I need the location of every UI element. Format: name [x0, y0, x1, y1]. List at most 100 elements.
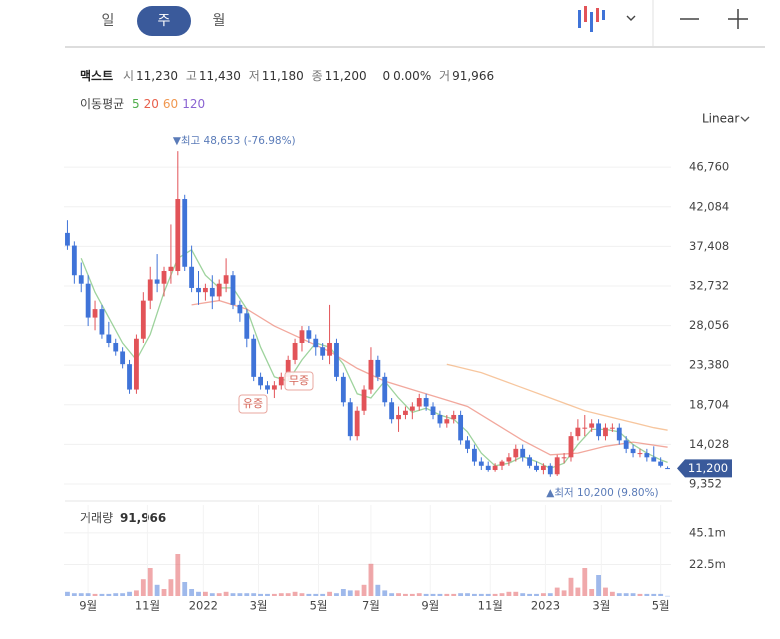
period-tab[interactable]: 일	[102, 13, 115, 29]
zoom-in-button[interactable]	[728, 9, 748, 29]
candle-body	[609, 427, 615, 429]
icon-bar	[590, 12, 593, 32]
stock-name: 맥스트	[80, 68, 113, 83]
ma-legend-title: 이동평균	[80, 97, 124, 111]
volume-bar	[140, 579, 146, 596]
candle-body	[458, 414, 464, 441]
candle-body	[168, 266, 174, 272]
candle-body	[251, 338, 257, 377]
quote-value: 11,430	[199, 69, 241, 83]
volume-bar	[168, 579, 174, 596]
volume-bar	[375, 584, 381, 596]
scale-chevron[interactable]	[740, 116, 750, 122]
volume-bar	[134, 590, 139, 596]
candle-body	[389, 402, 395, 420]
y-tick-label: 9,352	[689, 476, 722, 490]
candle-body	[568, 436, 574, 458]
volume-bar	[354, 590, 360, 596]
candle-body	[396, 414, 401, 420]
candle-body	[403, 410, 408, 415]
volume-bar	[506, 591, 512, 596]
volume-bar	[396, 593, 401, 596]
volume-bar	[540, 593, 546, 596]
event-badge	[238, 394, 268, 414]
candle-body	[127, 364, 132, 390]
candle-body	[513, 448, 519, 458]
candle-body	[106, 334, 112, 343]
volume-bar	[299, 593, 305, 596]
volume-bar	[292, 591, 298, 596]
y-tick-label: 42,084	[689, 199, 729, 213]
volume-bar	[568, 577, 574, 596]
volume-bar	[230, 593, 236, 596]
last-price-label: 11,200	[688, 461, 728, 475]
volume-bar	[458, 593, 464, 596]
candle-body	[361, 389, 367, 411]
candle-body	[409, 406, 415, 411]
volume-bar	[92, 593, 98, 596]
candle-body	[175, 199, 181, 272]
candle-body	[161, 271, 167, 284]
y-tick-label: 28,056	[689, 318, 729, 332]
candle-body	[285, 359, 291, 377]
volume-bar	[285, 593, 291, 596]
icon-bar	[596, 8, 599, 22]
icon-bar	[578, 10, 581, 28]
candle-body	[623, 440, 629, 449]
candle-body	[506, 457, 512, 462]
volume-bar	[403, 593, 408, 596]
volume-bar	[175, 554, 181, 596]
candle-body	[665, 468, 670, 470]
volume-bar	[189, 589, 195, 596]
candle-body	[299, 330, 305, 343]
volume-bar	[106, 593, 112, 596]
ma-line	[191, 299, 668, 456]
volume-bar	[616, 593, 622, 596]
candle-body	[327, 342, 332, 356]
volume-bar	[306, 593, 312, 596]
volume-bar	[78, 593, 84, 596]
candle-body	[492, 465, 498, 471]
candle-body	[527, 457, 533, 466]
candle-body	[189, 266, 195, 288]
dropdown-chevron[interactable]	[626, 15, 636, 21]
x-tick-label: 5월	[652, 599, 670, 613]
candle-body	[354, 410, 360, 437]
candle-body	[575, 427, 581, 437]
candle-body	[547, 465, 553, 475]
candle-body	[209, 287, 215, 297]
volume-bar	[99, 593, 105, 596]
candle-body	[499, 461, 505, 466]
volume-bar	[120, 593, 126, 596]
volume-bar	[644, 593, 650, 596]
volume-tick-label: 45.1m	[689, 525, 726, 539]
candle-body	[85, 283, 91, 318]
quote-label: 종	[312, 69, 323, 83]
period-tab[interactable]: 월	[213, 13, 226, 29]
y-tick-label: 37,408	[689, 239, 729, 253]
volume-bar	[485, 593, 491, 596]
volume-bar	[147, 568, 153, 596]
scale-selector[interactable]: Linear	[702, 112, 739, 126]
event-badge	[284, 371, 314, 391]
volume-bar	[368, 563, 374, 596]
candle-body	[630, 448, 636, 454]
candle-type-button[interactable]	[578, 6, 605, 32]
volume-bar	[278, 593, 284, 596]
quote-line: 맥스트 시 11,230 고 11,430 저 11,180 종 11,200 0 0.0…	[80, 68, 494, 83]
candle-body	[465, 440, 470, 449]
volume-bar	[430, 593, 436, 596]
volume-bar	[465, 593, 470, 596]
volume-bar	[209, 593, 215, 596]
volume-bar	[320, 593, 326, 596]
volume-bar	[382, 590, 388, 596]
x-tick-label: 2023	[531, 599, 560, 613]
candle-body	[334, 342, 339, 377]
quote-value: 11,230	[136, 69, 178, 83]
volume-bar	[182, 582, 188, 596]
volume-bar	[589, 589, 595, 596]
volume-bar	[416, 593, 422, 596]
period-tab[interactable]: 주	[158, 13, 171, 29]
candle-body	[416, 398, 422, 407]
volume-bar	[65, 591, 70, 596]
